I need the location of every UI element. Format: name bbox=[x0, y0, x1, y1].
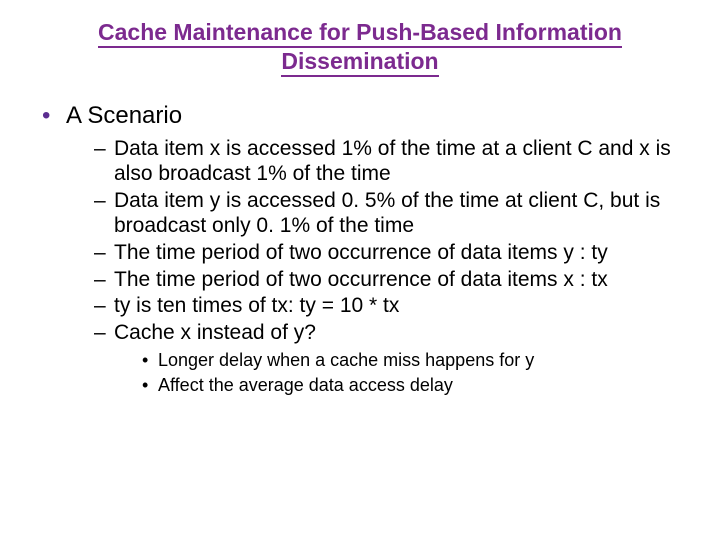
l1-item: A Scenario Data item x is accessed 1% of… bbox=[42, 102, 690, 398]
l2-item: The time period of two occurrence of dat… bbox=[94, 267, 690, 293]
slide-title: Cache Maintenance for Push-Based Informa… bbox=[72, 18, 648, 76]
l2-item: ty is ten times of tx: ty = 10 * tx bbox=[94, 293, 690, 319]
l3-item: Longer delay when a cache miss happens f… bbox=[142, 349, 690, 372]
title-line-2: Dissemination bbox=[281, 48, 438, 77]
l2-item: Cache x instead of y? Longer delay when … bbox=[94, 320, 690, 397]
l2-text: The time period of two occurrence of dat… bbox=[114, 268, 608, 291]
bullet-list-level-2: Data item x is accessed 1% of the time a… bbox=[66, 136, 690, 398]
l3-text: Longer delay when a cache miss happens f… bbox=[158, 350, 534, 370]
l2-item: Data item y is accessed 0. 5% of the tim… bbox=[94, 188, 690, 239]
l2-item: The time period of two occurrence of dat… bbox=[94, 240, 690, 266]
bullet-list-level-1: A Scenario Data item x is accessed 1% of… bbox=[30, 102, 690, 398]
l2-text: Data item y is accessed 0. 5% of the tim… bbox=[114, 189, 660, 238]
l2-text: ty is ten times of tx: ty = 10 * tx bbox=[114, 294, 399, 317]
title-line-1: Cache Maintenance for Push-Based Informa… bbox=[98, 19, 622, 48]
l1-text: A Scenario bbox=[66, 102, 182, 129]
bullet-list-level-3: Longer delay when a cache miss happens f… bbox=[114, 349, 690, 397]
l3-item: Affect the average data access delay bbox=[142, 374, 690, 397]
slide: Cache Maintenance for Push-Based Informa… bbox=[0, 0, 720, 540]
l2-text: The time period of two occurrence of dat… bbox=[114, 241, 608, 264]
l2-text: Data item x is accessed 1% of the time a… bbox=[114, 137, 671, 186]
l2-item: Data item x is accessed 1% of the time a… bbox=[94, 136, 690, 187]
l3-text: Affect the average data access delay bbox=[158, 375, 453, 395]
l2-text: Cache x instead of y? bbox=[114, 321, 316, 344]
